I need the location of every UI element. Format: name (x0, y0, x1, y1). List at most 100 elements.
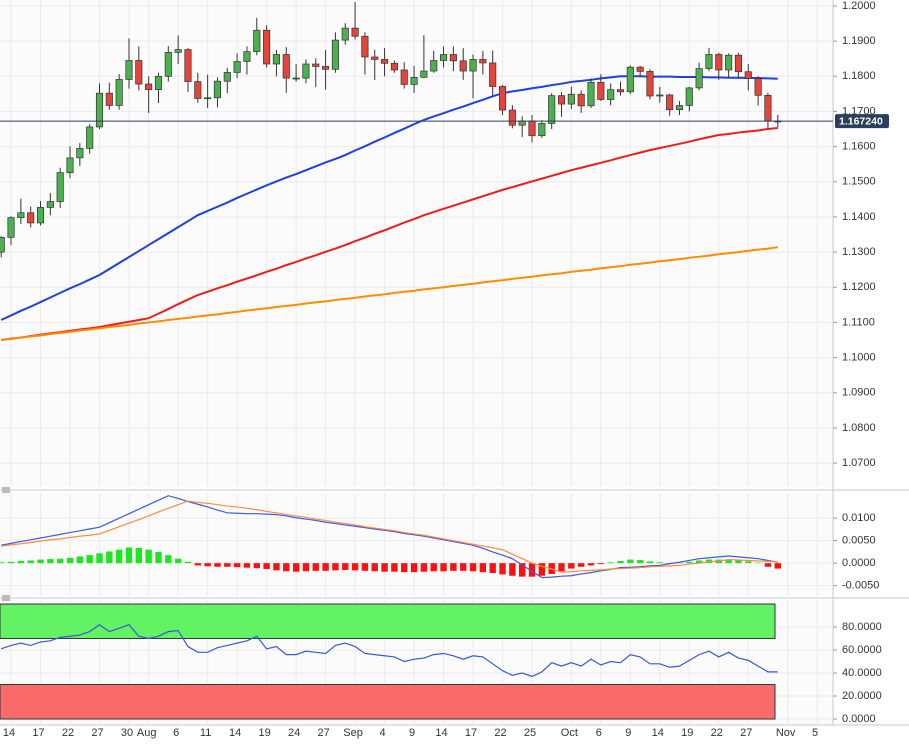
histogram-bar (204, 563, 211, 567)
candle-body (105, 92, 113, 106)
y-tick-label: 1.1200 (842, 281, 876, 293)
candle-body (430, 60, 438, 72)
moving-average-line (1, 246, 778, 342)
candle-body (292, 77, 300, 80)
histogram-bar (243, 563, 251, 568)
histogram-bar (145, 549, 152, 564)
candle-body (27, 212, 35, 224)
candle-body (164, 52, 172, 77)
candle-body (587, 81, 595, 107)
histogram-bar (509, 563, 516, 576)
candle-body (381, 59, 389, 64)
histogram-bar (47, 559, 54, 564)
candle-body (548, 95, 556, 124)
candle-body (479, 59, 487, 64)
macd-plot-bg (0, 493, 833, 596)
candle-body (184, 49, 192, 82)
histogram-bar (676, 562, 683, 564)
histogram-bar (17, 560, 25, 564)
candle-body (95, 92, 104, 128)
candle-body (263, 29, 271, 65)
candle-body (213, 80, 222, 99)
candle-body (341, 27, 349, 41)
y-tick-label: 0.0000 (842, 713, 876, 725)
candle-body (567, 93, 575, 105)
candle-body (154, 75, 163, 91)
candle-body (597, 81, 605, 100)
histogram-bar (410, 563, 418, 573)
last-price-label: 1.167240 (839, 115, 883, 127)
candle-body (725, 54, 733, 71)
x-tick-label: Oct (561, 727, 578, 739)
x-tick-label: 22 (62, 727, 74, 739)
pane-handle[interactable] (2, 487, 10, 493)
histogram-bar (302, 563, 310, 572)
candle-body (223, 72, 231, 82)
histogram-bar (440, 563, 447, 572)
histogram-bar (627, 559, 634, 564)
candle-body (626, 66, 634, 93)
candle-body (685, 87, 693, 106)
candle-body (400, 69, 408, 85)
candle-body (656, 94, 664, 97)
y-tick-label: -0.0050 (842, 580, 879, 592)
last-price-box (835, 114, 889, 129)
candle-body (371, 56, 379, 60)
histogram-bar (263, 563, 270, 570)
histogram-bar (489, 563, 496, 574)
histogram-bar (115, 549, 123, 564)
candle-body (174, 49, 182, 53)
y-tick-label: 0.0000 (842, 557, 876, 569)
histogram-bar (135, 547, 143, 564)
x-tick-label: 19 (258, 727, 270, 739)
candle-body (636, 66, 644, 72)
x-tick-label: 17 (32, 727, 44, 739)
x-tick-label: 22 (494, 727, 506, 739)
candle-body (331, 39, 339, 70)
histogram-bar (577, 563, 585, 567)
candle-body (449, 54, 457, 62)
x-tick-label: 30 (121, 727, 133, 739)
histogram-bar (587, 563, 595, 566)
main-plot-bg (0, 0, 833, 487)
pane-handle[interactable] (2, 595, 10, 601)
histogram-bar (371, 563, 378, 572)
candle-body (204, 97, 212, 100)
moving-average-line (1, 126, 778, 342)
x-tick-label: Nov (776, 727, 796, 739)
candle-body (243, 51, 251, 62)
histogram-bar (66, 557, 74, 564)
histogram-bar (0, 562, 5, 564)
histogram-bar (76, 556, 84, 564)
y-tick-label: 60.0000 (842, 644, 882, 656)
histogram-bar (479, 563, 487, 573)
x-tick-label: Sep (343, 727, 363, 739)
candle-body (695, 68, 703, 89)
candle-body (115, 79, 123, 106)
histogram-bar (420, 563, 428, 572)
candle-body (351, 27, 359, 37)
candle-body (17, 212, 25, 219)
histogram-bar (322, 563, 329, 571)
x-tick-label: Aug (137, 727, 157, 739)
histogram-bar (774, 563, 781, 569)
y-tick-label: 1.0800 (842, 422, 876, 434)
y-tick-label: 0.0100 (842, 512, 876, 524)
candle-body (361, 35, 369, 58)
histogram-bar (636, 560, 644, 564)
x-tick-label: 27 (317, 727, 329, 739)
histogram-bar (155, 551, 162, 564)
candle-body (498, 86, 507, 111)
candle-body (764, 94, 772, 122)
candle-body (145, 83, 153, 91)
histogram-bar (7, 561, 15, 564)
candle-body (744, 71, 752, 79)
x-tick-label: 14 (3, 727, 15, 739)
y-tick-label: 1.1400 (842, 211, 876, 223)
histogram-bar (381, 563, 388, 572)
candle-body (135, 60, 143, 85)
x-tick-label: 14 (435, 727, 447, 739)
x-tick-label: 6 (596, 727, 602, 739)
histogram-bar (646, 561, 654, 564)
histogram-bar (27, 560, 34, 564)
